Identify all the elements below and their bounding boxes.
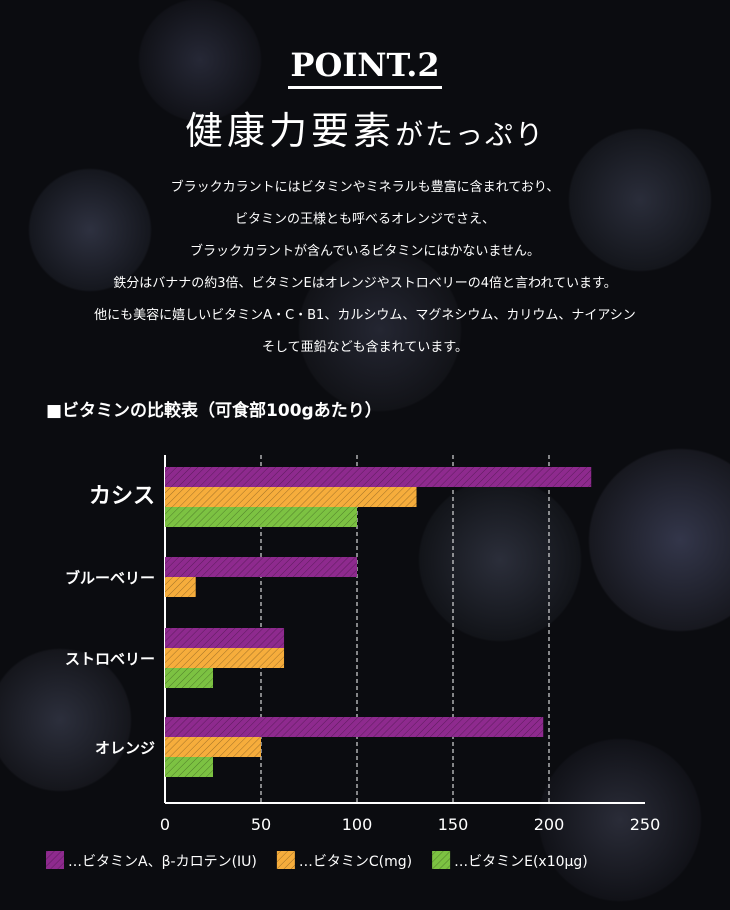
bar-hatch — [165, 717, 544, 737]
description-line: ブラックカラントが含んでいるビタミンにはかないません。 — [190, 244, 540, 259]
bar-hatch — [165, 507, 357, 527]
category-label: カシス — [89, 484, 155, 509]
bar-hatch — [165, 648, 285, 668]
bar-hatch — [165, 557, 357, 577]
category-label: ストロベリー — [65, 650, 155, 668]
bar-hatch — [165, 487, 417, 507]
page-title: 健康力要素がたっぷり — [184, 109, 546, 153]
legend-label: …ビタミンC(mg) — [299, 854, 412, 870]
legend-label: …ビタミンA、β-カロテン(IU) — [68, 854, 257, 870]
description-line: ブラックカラントにはビタミンやミネラルも豊富に含まれており、 — [170, 180, 560, 195]
bar-hatch — [165, 467, 592, 487]
description-line: ビタミンの王様とも呼べるオレンジでさえ、 — [234, 212, 495, 227]
legend-label: …ビタミンE(x10μg) — [454, 854, 588, 870]
x-tick-label: 100 — [342, 815, 373, 834]
legend-swatch-hatch — [432, 851, 451, 869]
bar-hatch — [165, 737, 261, 757]
bar-hatch — [165, 668, 213, 688]
legend-swatch-hatch — [276, 851, 295, 869]
bar-hatch — [165, 757, 213, 777]
description-line: 他にも美容に嬉しいビタミンA・C・B1、カルシウム、マグネシウム、カリウム、ナイ… — [94, 308, 636, 323]
x-tick-label: 200 — [534, 815, 565, 834]
chart-title: ■ビタミンの比較表（可食部100gあたり） — [46, 401, 382, 421]
x-tick-label: 0 — [160, 815, 170, 834]
x-tick-label: 250 — [630, 815, 661, 834]
category-label: ブルーベリー — [65, 569, 155, 587]
bar-hatch — [165, 628, 285, 648]
category-label: オレンジ — [95, 739, 155, 757]
legend-swatch-hatch — [46, 851, 64, 869]
description-line: 鉄分はバナナの約3倍、ビタミンEはオレンジやストロベリーの4倍と言われています。 — [113, 276, 617, 291]
description: ブラックカラントにはビタミンやミネラルも豊富に含まれており、 ビタミンの王様とも… — [0, 172, 730, 364]
description-line: そして亜鉛なども含まれています。 — [262, 340, 468, 355]
bar-hatch — [165, 577, 196, 597]
point-label: POINT.2 — [0, 46, 730, 89]
x-tick-label: 150 — [438, 815, 469, 834]
x-tick-label: 50 — [251, 815, 271, 834]
